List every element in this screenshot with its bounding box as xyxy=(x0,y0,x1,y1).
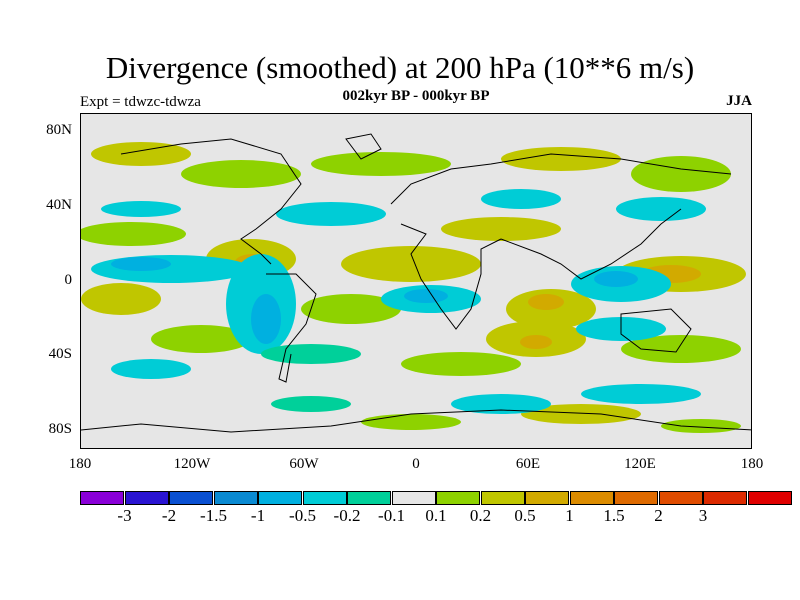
colorbar-swatch xyxy=(703,491,747,505)
colorbar-label: 0.2 xyxy=(469,506,492,525)
colorbar-label: -0.2 xyxy=(333,506,361,525)
south-america-coast xyxy=(266,273,317,383)
y-tick-40s: 40S xyxy=(48,346,72,362)
colorbar-swatch xyxy=(124,491,169,505)
antarctica-coast xyxy=(81,409,751,433)
colorbar-swatch xyxy=(747,491,792,505)
colorbar-label: -1 xyxy=(250,506,266,525)
divergence-map xyxy=(80,113,752,449)
greenland-coast xyxy=(345,133,382,160)
colorbar-swatch xyxy=(391,491,436,505)
colorbar-swatch xyxy=(169,491,213,505)
colorbar-label: 3 xyxy=(698,506,708,525)
chart-title: Divergence (smoothed) at 200 hPa (10**6 … xyxy=(105,50,695,85)
south-asia-coast xyxy=(500,208,682,280)
north-america-coast xyxy=(120,138,302,265)
x-tick-0: 0 xyxy=(412,456,420,472)
colorbar-swatch xyxy=(80,491,124,505)
africa-coast xyxy=(400,223,502,330)
colorbar-swatch xyxy=(614,491,658,505)
colorbar-label: 0.1 xyxy=(425,506,447,525)
colorbar-label: 2 xyxy=(654,506,663,525)
colorbar-swatch xyxy=(658,491,703,505)
australia-coast xyxy=(620,308,692,353)
colorbar-label: 1 xyxy=(565,506,574,525)
season-label: JJA xyxy=(726,93,752,109)
colorbar-swatch xyxy=(258,491,302,505)
x-tick-60e: 60E xyxy=(515,456,541,472)
colorbar-swatch xyxy=(569,491,614,505)
colorbar-label: -1.5 xyxy=(200,506,227,525)
x-tick-120w: 120W xyxy=(173,456,211,472)
positive-divergence-regions xyxy=(81,142,746,433)
colorbar-label: 1.5 xyxy=(603,506,625,525)
y-tick-80n: 80N xyxy=(46,122,72,138)
eurasia-north-coast xyxy=(390,153,732,205)
y-tick-0: 0 xyxy=(64,272,73,288)
colorbar-swatch xyxy=(525,491,569,505)
colorbar-label: -0.1 xyxy=(378,506,405,525)
y-tick-40n: 40N xyxy=(46,197,72,213)
colorbar-label: -2 xyxy=(161,506,177,525)
negative-divergence-regions xyxy=(91,189,706,414)
map-svg xyxy=(81,133,751,433)
colorbar-swatch xyxy=(436,491,480,505)
colorbar-swatch xyxy=(302,491,347,505)
chart-subtitle: 002kyr BP - 000kyr BP xyxy=(342,88,490,104)
experiment-label: Expt = tdwzc-tdwza xyxy=(80,94,201,110)
colorbar-label: 0.5 xyxy=(514,506,536,525)
y-tick-80s: 80S xyxy=(48,421,72,437)
coastlines xyxy=(81,133,751,433)
colorbar-swatch xyxy=(347,491,391,505)
x-tick-180e: 180 xyxy=(740,456,764,472)
colorbar-label: -3 xyxy=(117,506,132,525)
x-tick-180w: 180 xyxy=(68,456,92,472)
colorbar-swatch xyxy=(480,491,525,505)
colorbar-swatch xyxy=(213,491,258,505)
x-tick-60w: 60W xyxy=(289,456,319,472)
colorbar-label: -0.5 xyxy=(289,506,316,525)
x-tick-120e: 120E xyxy=(624,456,656,472)
